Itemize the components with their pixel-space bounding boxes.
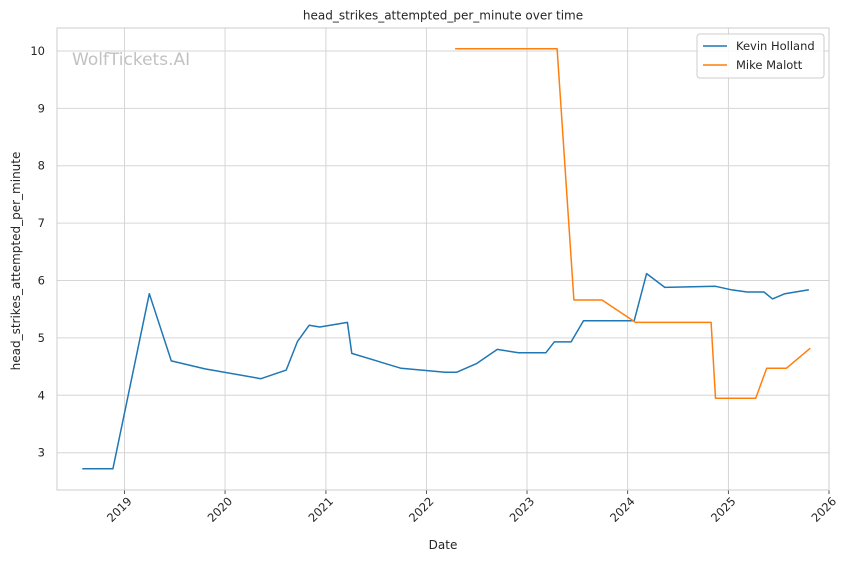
watermark: WolfTickets.AI: [72, 50, 190, 70]
legend-entry: Mike Malott: [736, 58, 803, 72]
y-tick-label: 5: [38, 331, 45, 345]
legend: Kevin Holland Mike Malott: [696, 33, 825, 79]
y-tick-label: 6: [38, 274, 45, 288]
y-tick-label: 9: [38, 101, 45, 115]
y-tick-label: 8: [38, 159, 45, 173]
y-tick-labels: 3 4 5 6 7 8 9 10: [30, 44, 45, 460]
plot-area: [56, 27, 830, 491]
series-layer: [82, 47, 811, 470]
y-gridlines: [57, 50, 829, 454]
y-tick-label: 7: [38, 216, 45, 230]
y-tick-label: 10: [30, 44, 45, 58]
y-axis-label: head_strikes_attempted_per_minute: [9, 152, 23, 371]
series-line-1: [82, 272, 810, 470]
y-tick-label: 3: [38, 446, 45, 460]
series-line-2: [455, 47, 811, 399]
y-tick-label: 4: [38, 388, 45, 402]
legend-box: [696, 33, 825, 79]
chart-title: head_strikes_attempted_per_minute over t…: [303, 9, 583, 23]
x-axis-label: Date: [429, 538, 458, 552]
legend-entry: Kevin Holland: [736, 39, 815, 53]
